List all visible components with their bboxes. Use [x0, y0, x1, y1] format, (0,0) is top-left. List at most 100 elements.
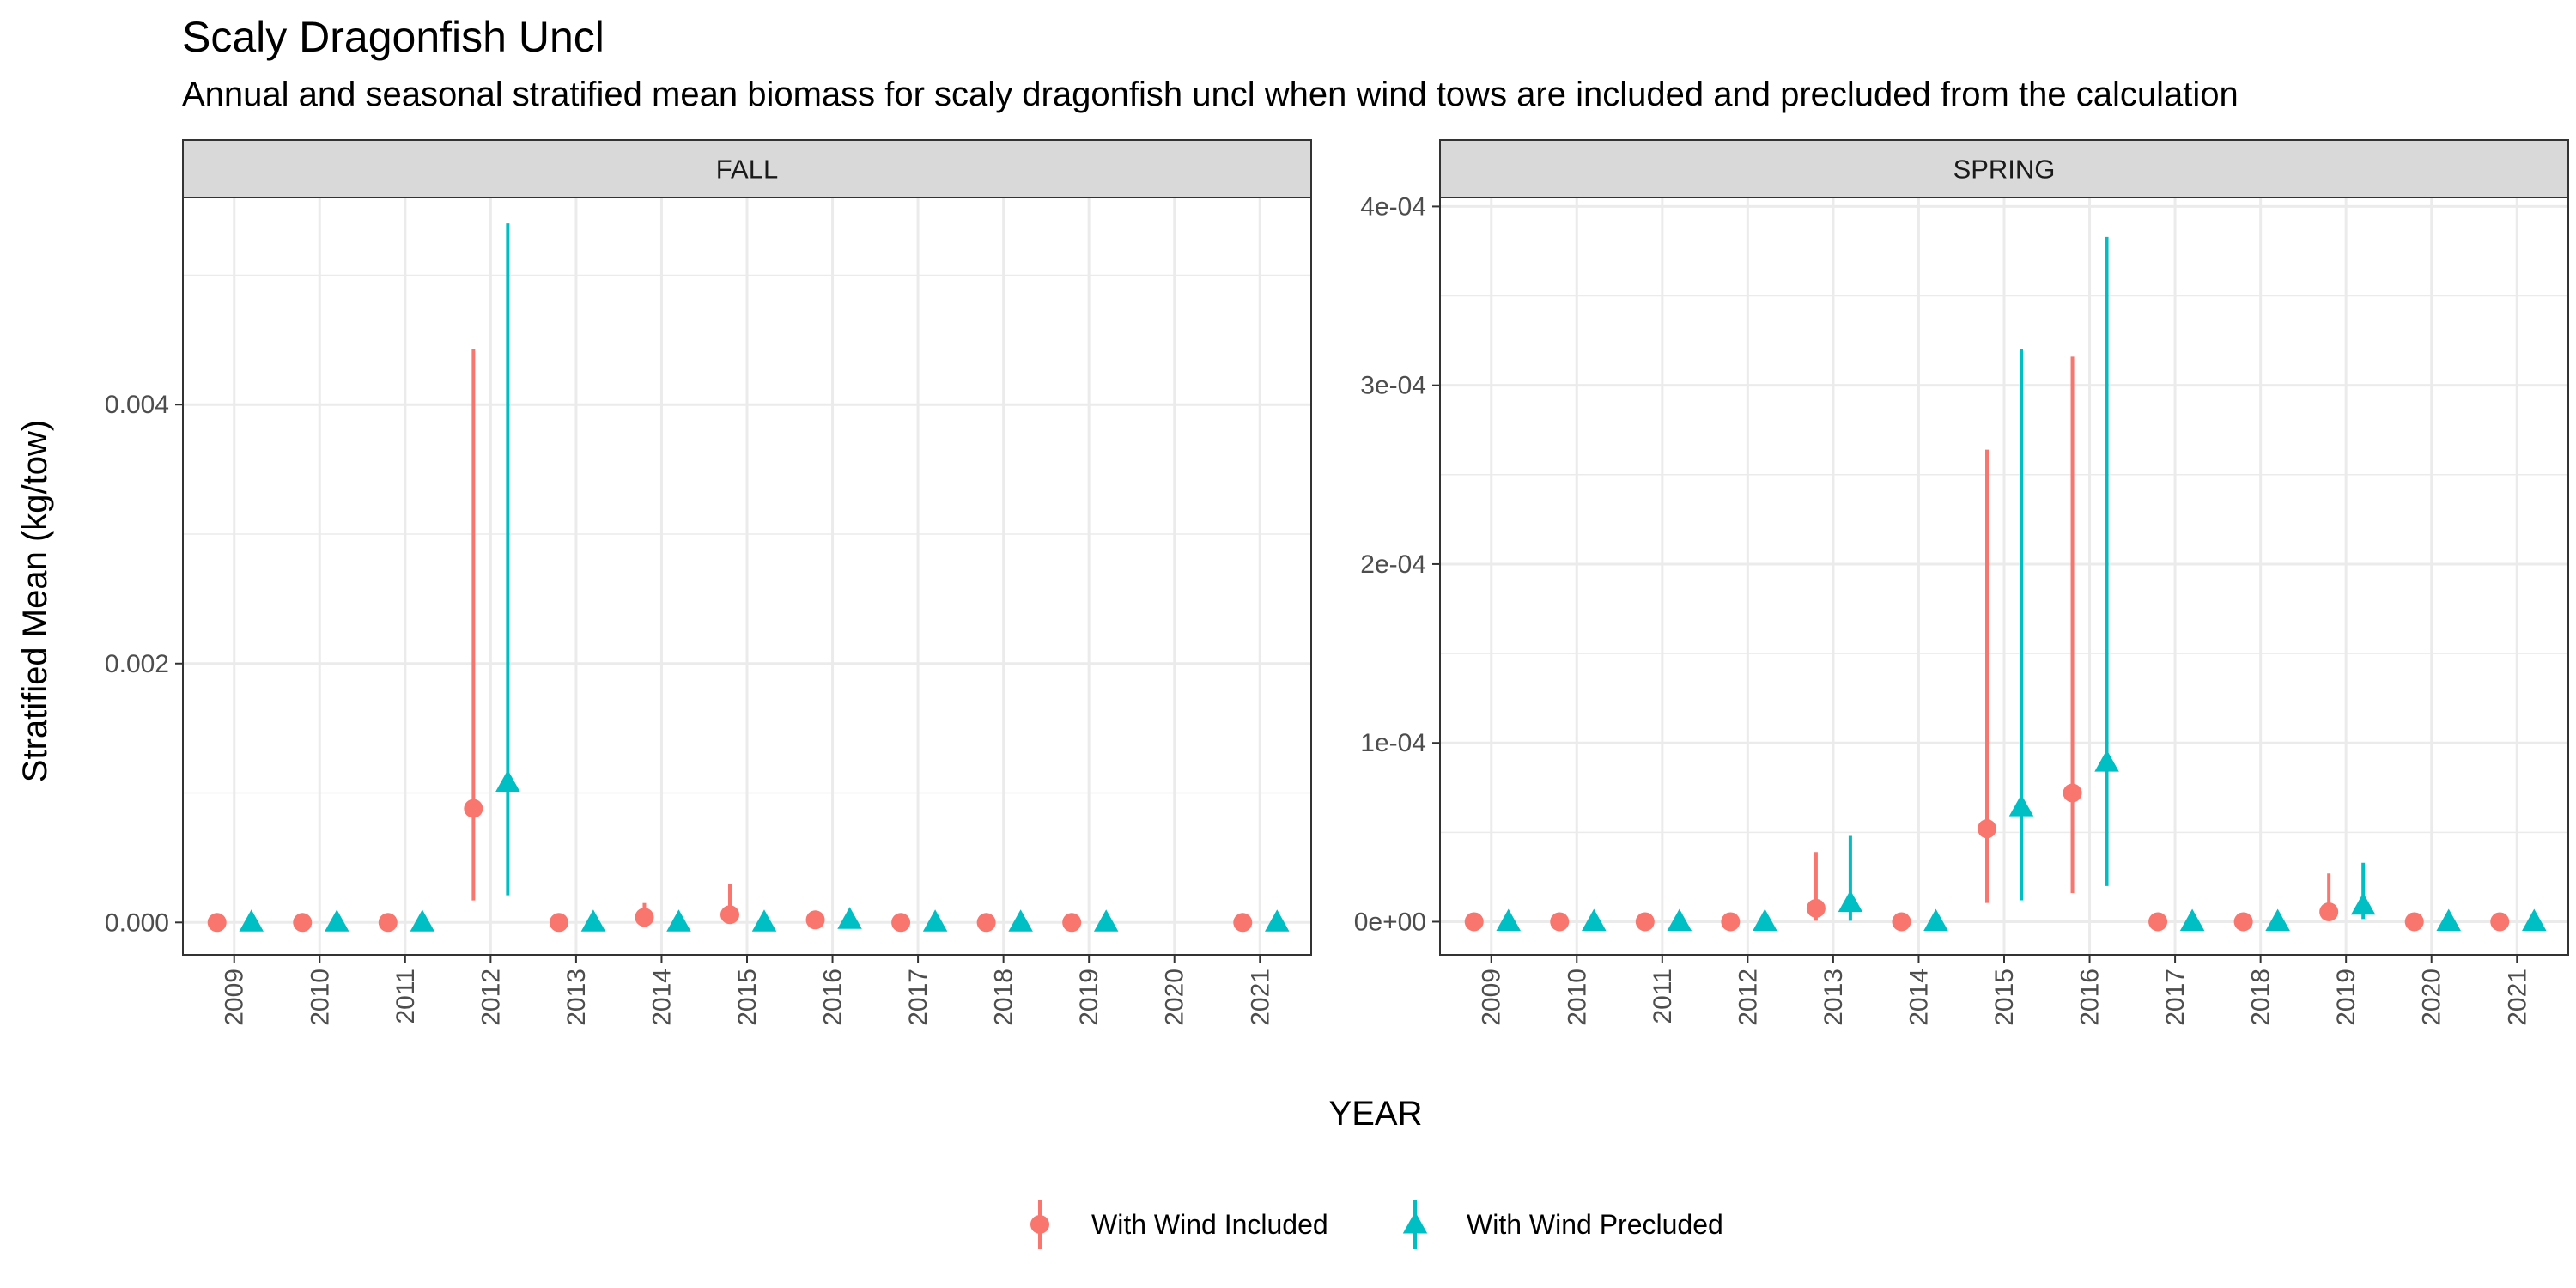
data-point-precluded — [410, 909, 435, 932]
x-tick-label: 2015 — [1990, 969, 2019, 1026]
data-point-precluded — [2350, 892, 2376, 915]
x-tick-label: 2016 — [819, 969, 848, 1026]
data-point-included — [2148, 912, 2168, 932]
data-point-precluded — [1496, 908, 1521, 931]
data-point-precluded — [1667, 908, 1692, 931]
chart-title: Scaly Dragonfish Uncl — [182, 13, 605, 61]
legend: With Wind Included With Wind Precluded — [1030, 1200, 1723, 1249]
data-point-precluded — [1838, 890, 1863, 913]
data-point-included — [1635, 912, 1655, 932]
data-point-precluded — [1753, 908, 1777, 931]
panels-layer: 0.000 0.002 0.004 2009 2010 2011 2012 2013 2014 2… — [105, 139, 2569, 1026]
y-tick-label: 0.004 — [105, 391, 169, 419]
data-point-precluded — [751, 909, 777, 932]
data-point-included — [635, 908, 654, 927]
y-tick-label: 0.000 — [105, 908, 169, 937]
legend-label: With Wind Included — [1091, 1209, 1328, 1240]
data-point-precluded — [2436, 908, 2461, 931]
data-point-precluded — [2179, 908, 2205, 931]
strip-label: FALL — [716, 155, 778, 185]
legend-key-circle — [1030, 1215, 1049, 1234]
y-tick-label: 0.002 — [105, 650, 169, 678]
x-tick-label: 2011 — [1649, 969, 1677, 1024]
data-point-included — [1721, 912, 1741, 932]
data-point-included — [293, 913, 313, 933]
data-point-included — [976, 913, 996, 933]
data-point-precluded — [1265, 909, 1290, 932]
x-tick-label: 2011 — [392, 969, 420, 1024]
data-point-precluded — [325, 909, 349, 932]
strip-label: SPRING — [1953, 155, 2056, 185]
chart-subtitle: Annual and seasonal stratified mean biom… — [182, 76, 2239, 113]
x-tick-label: 2009 — [1478, 969, 1506, 1026]
x-tick-label: 2019 — [2332, 969, 2360, 1026]
data-point-included — [2063, 783, 2082, 803]
y-tick-label: 2e-04 — [1360, 550, 1426, 579]
legend-item: With Wind Precluded — [1402, 1200, 1723, 1249]
x-tick-label: 2020 — [2418, 969, 2446, 1026]
x-tick-label: 2018 — [2247, 969, 2275, 1026]
data-point-precluded — [495, 769, 520, 792]
x-tick-label: 2012 — [477, 969, 505, 1026]
data-point-precluded — [666, 909, 691, 932]
legend-item: With Wind Included — [1030, 1200, 1328, 1249]
data-point-precluded — [580, 909, 606, 932]
data-point-precluded — [2094, 750, 2119, 772]
data-point-included — [1892, 912, 1911, 932]
x-tick-label: 2013 — [1820, 969, 1848, 1026]
y-tick-label: 0e+00 — [1354, 908, 1426, 936]
x-tick-label: 2015 — [733, 969, 762, 1026]
data-point-included — [1550, 912, 1570, 932]
data-point-included — [2404, 912, 2424, 932]
x-tick-label: 2021 — [1246, 969, 1274, 1026]
legend-key-triangle — [1402, 1212, 1428, 1234]
data-point-precluded — [1582, 908, 1607, 931]
data-point-precluded — [1093, 909, 1119, 932]
data-point-included — [1233, 913, 1253, 933]
data-point-included — [2233, 912, 2253, 932]
x-tick-label: 2018 — [990, 969, 1018, 1026]
x-tick-label: 2014 — [647, 969, 676, 1026]
strip-background — [182, 139, 1312, 198]
data-point-included — [2490, 912, 2510, 932]
data-point-included — [720, 905, 739, 925]
legend-label: With Wind Precluded — [1467, 1209, 1723, 1240]
y-tick-label: 3e-04 — [1360, 372, 1426, 400]
data-point-included — [1062, 913, 1082, 933]
data-point-precluded — [239, 909, 264, 932]
x-tick-label: 2009 — [221, 969, 249, 1026]
x-tick-label: 2016 — [2076, 969, 2105, 1026]
data-point-included — [464, 799, 483, 818]
data-point-included — [805, 910, 825, 930]
data-point-included — [1978, 819, 1996, 839]
x-tick-label: 2013 — [562, 969, 591, 1026]
x-tick-label: 2020 — [1161, 969, 1189, 1026]
data-point-included — [378, 913, 398, 933]
panel-spring: 0e+00 1e-04 2e-04 3e-04 4e-04 2009 2010 2011 201… — [1354, 139, 2569, 1026]
x-tick-label: 2012 — [1734, 969, 1762, 1026]
y-tick-label: 4e-04 — [1360, 192, 1426, 221]
data-point-included — [891, 913, 911, 933]
x-tick-label: 2014 — [1905, 969, 1933, 1026]
x-tick-label: 2017 — [2161, 969, 2190, 1026]
x-tick-label: 2010 — [306, 969, 334, 1026]
data-point-precluded — [2522, 908, 2547, 931]
y-tick-label: 1e-04 — [1360, 729, 1426, 757]
data-point-precluded — [2265, 908, 2290, 931]
panel-fall: 0.000 0.002 0.004 2009 2010 2011 2012 2013 2014 2… — [105, 139, 1312, 1026]
data-point-precluded — [837, 907, 862, 929]
strip-background — [1439, 139, 2569, 198]
x-tick-label: 2019 — [1075, 969, 1103, 1026]
y-axis-title: Stratified Mean (kg/tow) — [16, 420, 54, 782]
data-point-included — [2319, 902, 2339, 922]
data-point-precluded — [922, 909, 948, 932]
data-point-included — [549, 913, 568, 933]
data-point-precluded — [1008, 909, 1033, 932]
data-point-included — [207, 913, 227, 933]
data-point-precluded — [1923, 908, 1948, 931]
x-tick-label: 2017 — [904, 969, 933, 1026]
data-point-precluded — [2008, 794, 2034, 817]
data-point-included — [1464, 912, 1484, 932]
x-tick-label: 2010 — [1563, 969, 1591, 1026]
